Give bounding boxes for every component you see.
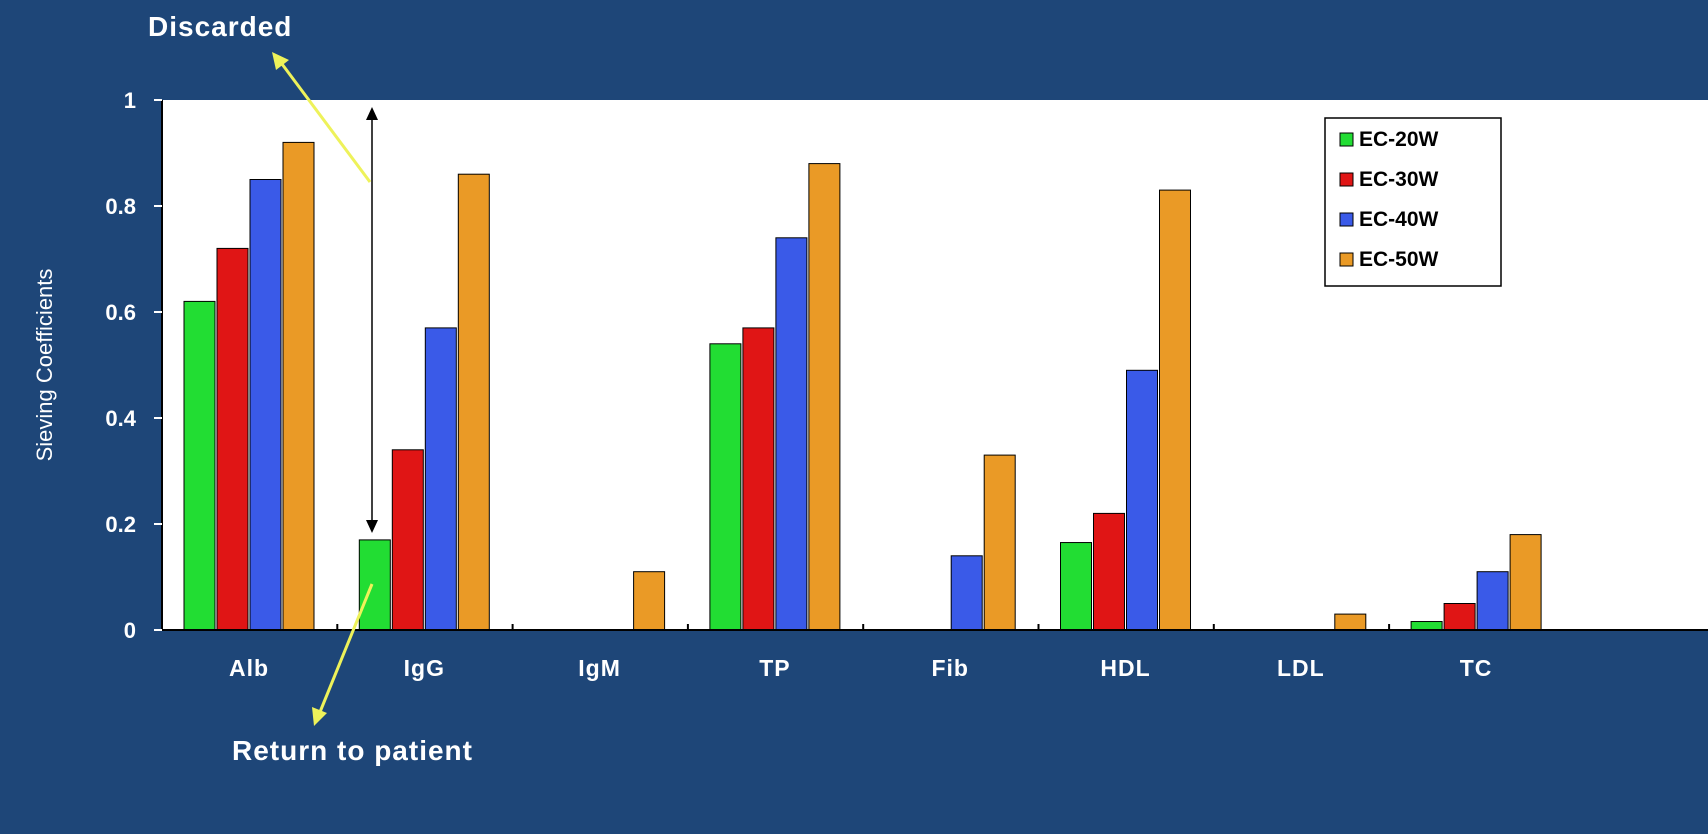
discarded-arrow-head (272, 52, 289, 70)
legend-label-ec-50w: EC-50W (1359, 248, 1439, 271)
legend: EC-20W EC-30W EC-40W EC-50W (1324, 117, 1502, 287)
range-arrow-head-up (366, 107, 378, 120)
legend-label-ec-30w: EC-30W (1359, 168, 1439, 191)
bar-alb-ec-20w (183, 300, 216, 631)
legend-box (1324, 117, 1502, 287)
y-tick-label: 0.4 (105, 406, 136, 431)
annotation-return-to-patient: Return to patient (232, 735, 473, 766)
x-tick-label-hdl: HDL (1100, 655, 1150, 681)
y-tick-label: 1 (124, 88, 136, 113)
y-tick-label: 0.8 (105, 194, 136, 219)
return-arrow-head (312, 707, 327, 726)
y-tick-label: 0.2 (105, 512, 136, 537)
bars-group (183, 141, 1542, 631)
bar-tc-ec-50w (1509, 534, 1542, 631)
legend-label-ec-20w: EC-20W (1359, 128, 1439, 151)
legend-items: EC-20W EC-30W EC-40W EC-50W (1339, 128, 1439, 271)
legend-swatch-ec-40w (1339, 212, 1354, 227)
x-tick-label-alb: Alb (229, 655, 269, 681)
bar-igg-ec-50w (457, 173, 490, 631)
bar-ldl-ec-50w (1334, 613, 1367, 631)
legend-swatch-ec-20w (1339, 132, 1354, 147)
bar-hdl-ec-40w (1126, 369, 1158, 631)
legend-swatch-ec-50w (1339, 252, 1354, 267)
bar-tp-ec-20w (709, 343, 742, 631)
bar-tp-ec-30w (742, 327, 775, 631)
bar-tp-ec-50w (808, 163, 841, 631)
annotations-group: Discarded Return to patient (148, 11, 473, 766)
bar-fib-ec-40w (950, 555, 983, 631)
y-tick-label: 0.6 (105, 300, 136, 325)
discarded-arrow-line (280, 63, 372, 183)
y-axis-title: Sieving Coefficients (32, 269, 57, 462)
bar-igm-ec-50w (633, 571, 666, 631)
bar-igg-ec-40w (424, 327, 457, 631)
bar-alb-ec-30w (216, 247, 249, 631)
legend-swatch-ec-30w (1339, 172, 1354, 187)
bar-igg-ec-20w (358, 539, 391, 631)
bar-igg-ec-30w (391, 449, 424, 631)
bar-tp-ec-40w (775, 237, 808, 631)
axes-group (161, 100, 1708, 631)
x-tick-label-tc: TC (1460, 655, 1493, 681)
bar-fib-ec-50w (983, 454, 1016, 631)
return-arrow-line (318, 583, 374, 713)
legend-label-ec-40w: EC-40W (1359, 208, 1439, 231)
x-tick-label-igm: IgM (578, 655, 621, 681)
y-tick-label: 0 (124, 618, 136, 643)
bar-alb-ec-40w (249, 179, 282, 631)
x-tick-label-fib: Fib (931, 655, 969, 681)
x-tick-label-ldl: LDL (1277, 655, 1325, 681)
bar-tc-ec-20w (1410, 621, 1443, 631)
y-ticks-group: 0 0.2 0.4 0.6 0.8 1 (105, 88, 162, 643)
bar-tc-ec-40w (1476, 571, 1509, 631)
x-tick-label-igg: IgG (404, 655, 445, 681)
bar-alb-ec-50w (282, 141, 315, 631)
annotation-discarded: Discarded (148, 11, 292, 42)
x-category-labels: Alb IgG IgM TP Fib HDL LDL TC (229, 655, 1493, 681)
bar-hdl-ec-20w (1060, 542, 1092, 631)
x-tick-label-tp: TP (759, 655, 790, 681)
range-arrow-head-down (366, 520, 378, 533)
bar-hdl-ec-50w (1159, 189, 1191, 631)
bar-tc-ec-30w (1443, 603, 1476, 631)
bar-hdl-ec-30w (1093, 512, 1125, 631)
